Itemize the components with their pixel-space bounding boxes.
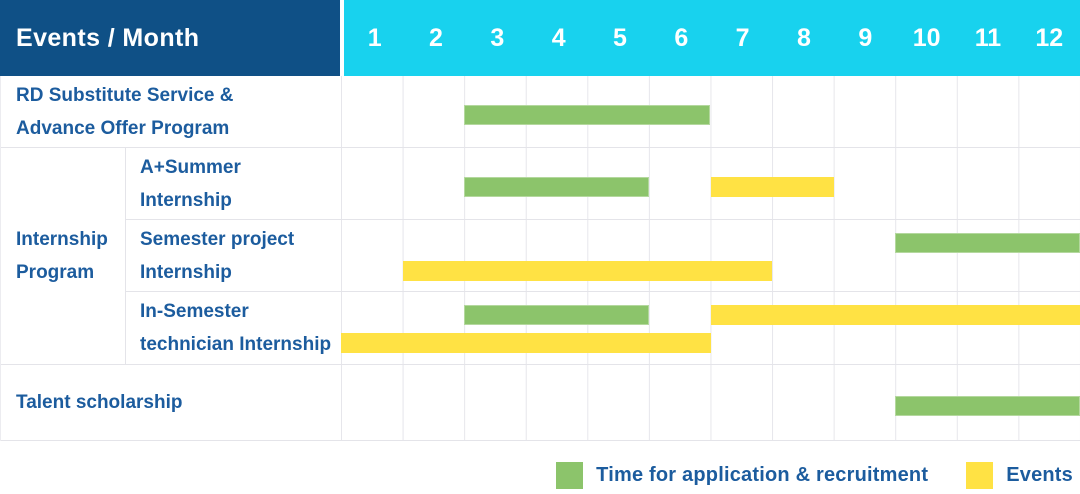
group-label-line: Program: [16, 262, 95, 283]
row-rd-substitute: RD Substitute Service & Advance Offer Pr…: [1, 76, 1080, 148]
legend: Time for application & recruitment Event…: [0, 441, 1080, 494]
row-label-line: Semester project: [140, 228, 295, 250]
timeline-rd-substitute: [341, 76, 1080, 147]
timeline-in-semester-technician: [341, 292, 1080, 364]
month-header-strip: 1 2 3 4 5 6 7 8 9 10 11 12: [344, 0, 1080, 76]
month-label-1: 1: [367, 23, 382, 52]
green-swatch-icon: [556, 461, 584, 489]
month-label-8: 8: [797, 23, 811, 52]
month-label-3: 3: [490, 23, 505, 52]
month-label-9: 9: [858, 23, 873, 52]
corner-header-label: Events / Month: [16, 23, 200, 52]
row-label-talent-scholarship: Talent scholarship: [1, 365, 341, 440]
month-label-10: 10: [912, 23, 941, 52]
row-semester-project: Semester project Internship: [125, 220, 1080, 292]
row-label-line: A+Summer: [140, 156, 241, 178]
chart-body: RD Substitute Service & Advance Offer Pr…: [0, 76, 1080, 441]
timeline-a-plus-summer: [341, 148, 1080, 219]
legend-item-events: Events: [966, 461, 1073, 489]
row-label-line: In-Semester: [140, 301, 249, 322]
row-label-in-semester-technician: In-Semester technician Internship: [125, 292, 341, 364]
corner-header-cell: Events / Month: [0, 0, 340, 76]
header-row: Events / Month 1 2 3 4 5 6 7 8 9 10 11 12: [0, 0, 1080, 76]
legend-item-application-recruitment: Time for application & recruitment: [556, 461, 929, 489]
row-label-line: Talent scholarship: [16, 392, 183, 413]
row-label-line: technician Internship: [140, 334, 332, 355]
row-label-semester-project: Semester project Internship: [125, 220, 341, 291]
timeline-talent-scholarship: [341, 365, 1080, 440]
events-bar: [710, 176, 834, 197]
month-label-5: 5: [613, 23, 627, 52]
timeline-semester-project: [341, 220, 1080, 291]
row-label-line: Internship: [140, 261, 232, 283]
row-label-line: Internship: [140, 189, 232, 211]
legend-label: Events: [1006, 463, 1073, 486]
row-label-line: RD Substitute Service &: [16, 84, 234, 106]
application-recruitment-bar: [895, 395, 1080, 416]
application-recruitment-bar: [464, 104, 711, 125]
row-in-semester-technician: In-Semester technician Internship: [125, 292, 1080, 364]
month-label-2: 2: [429, 23, 443, 52]
month-label-4: 4: [551, 23, 566, 52]
yellow-swatch-icon: [966, 461, 994, 489]
row-talent-scholarship: Talent scholarship: [1, 365, 1080, 441]
month-label-6: 6: [674, 23, 689, 52]
application-recruitment-bar: [464, 176, 649, 197]
month-label-11: 11: [974, 23, 1002, 52]
events-bar: [402, 261, 773, 281]
group-internship-program: Internship Program A+Summer Internship S…: [1, 148, 1080, 365]
month-label-12: 12: [1035, 23, 1064, 52]
month-label-7: 7: [735, 23, 750, 52]
group-label-internship-program: Internship Program: [1, 148, 125, 364]
row-a-plus-summer: A+Summer Internship: [125, 148, 1080, 220]
application-recruitment-bar: [895, 233, 1080, 253]
events-bar: [341, 333, 711, 353]
row-label-a-plus-summer: A+Summer Internship: [125, 148, 341, 219]
group-sub-rows: A+Summer Internship Semester project Int…: [125, 148, 1080, 364]
events-bar: [710, 305, 1080, 325]
row-label-line: Advance Offer Program: [16, 117, 230, 139]
application-recruitment-bar: [464, 305, 649, 325]
legend-label: Time for application & recruitment: [596, 463, 929, 486]
group-label-line: Internship: [16, 229, 108, 250]
row-label-rd-substitute: RD Substitute Service & Advance Offer Pr…: [1, 76, 341, 147]
